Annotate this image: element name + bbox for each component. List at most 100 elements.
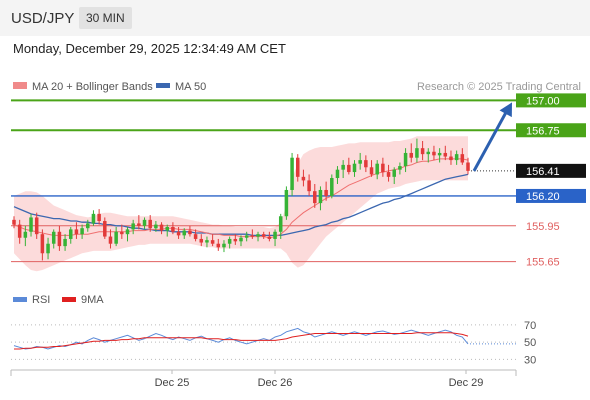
candle-body [80,228,84,235]
candle-body [426,151,431,155]
header-bar: USD/JPY 30 MIN [0,0,590,36]
candle-body [244,235,249,238]
candle-body [46,243,50,254]
legend-rsi-label: RSI [32,294,50,306]
legend-ma20-swatch [13,82,27,89]
candle-body [17,224,22,238]
candle-body [261,234,266,237]
candle-body [188,230,192,235]
rsi-line [13,327,469,350]
legend-9ma-label: 9MA [81,294,104,306]
level-labels: 157.00 156.75 156.20 155.95 155.65 [516,93,586,269]
candle-body [68,229,73,239]
resistance-tag [516,123,586,138]
candle-body [437,152,442,156]
candle-body [148,219,152,229]
candle-body [324,189,328,196]
ma50-line [13,173,469,237]
candle-body [466,162,470,171]
candle-body [239,237,243,242]
candle-body [335,169,340,179]
rsi-gridlines [11,324,516,360]
rsi-tick-label: 50 [524,337,536,349]
candle-body [352,163,357,173]
candle-body [233,238,238,242]
x-ticks: Dec 25 Dec 26 Dec 29 [155,370,484,389]
resistance-tag [516,93,586,108]
level-lines [11,99,516,263]
candle-body [165,227,169,231]
rsi-panel: RSI 9MA 70 50 30 [11,294,536,366]
candle-body [403,152,408,167]
candle-body [381,163,385,173]
candle-body [432,151,436,156]
candle-body [273,231,277,239]
forecast-arrow [472,102,512,172]
x-tick-label: Dec 29 [449,377,484,389]
timestamp: Monday, December 29, 2025 12:34:49 AM CE… [13,41,286,56]
candle-body [375,163,379,175]
candle-body [358,160,362,164]
candle-body [91,213,96,224]
candle-body [74,229,79,235]
candle-body [278,216,283,232]
rsi-9ma-line [14,332,469,350]
candle-body [460,154,465,163]
candle-body [222,243,226,248]
candle-body [216,243,221,248]
candle-body [420,148,425,155]
candle-body [409,152,414,158]
candle-body [57,231,62,247]
candle-body [114,231,118,244]
candle-body [34,217,39,235]
candle-body [386,172,391,177]
legend-ma50-swatch [156,83,170,88]
candle-body [364,160,368,168]
x-tick-label: Dec 25 [155,377,190,389]
pivot-tag [516,188,586,203]
legend-ma50-label: MA 50 [175,81,206,93]
candle-body [199,238,204,243]
candle-body [120,231,124,235]
candle-body [86,223,90,229]
candle-body [176,231,181,236]
candle-body [330,178,334,196]
candle-body [205,240,209,243]
candle-body [449,156,453,161]
rsi-tick-label: 70 [524,320,536,332]
candle-body [40,234,45,254]
candle-body [97,213,101,222]
rsi-tick-label: 30 [524,354,536,366]
candle-body [398,166,402,170]
candle-body [415,148,419,158]
rsi-y-ticks: 70 50 30 [524,320,536,366]
support-label: 155.95 [526,221,560,233]
candle-body [313,191,317,204]
candle-body [171,227,175,232]
candle-body [210,240,215,244]
candle-body [341,164,345,170]
price-panel: MA 20 + Bollinger Bands MA 50 Research ©… [11,81,586,272]
candle-body [267,236,272,239]
candle-body [103,221,107,237]
candle-body [347,164,351,173]
candle-body [137,223,141,226]
legend-9ma-swatch [62,297,76,302]
support-label: 155.65 [526,257,560,269]
forecast-arrow-shaft [472,111,508,172]
candle-body [318,189,323,204]
candle-body [227,238,232,244]
candlesticks [12,138,470,261]
candle-body [154,224,158,229]
legend-ma20-label: MA 20 + Bollinger Bands [32,81,153,93]
candle-body [12,219,16,225]
resistance-label: 156.75 [526,125,560,137]
candle-body [443,152,448,157]
currency-pair: USD/JPY [11,10,75,27]
candle-body [29,217,33,232]
legend-rsi-swatch [13,297,27,302]
timeframe-badge[interactable]: 30 MIN [79,7,132,29]
candle-body [182,230,187,236]
candle-body [295,157,300,177]
